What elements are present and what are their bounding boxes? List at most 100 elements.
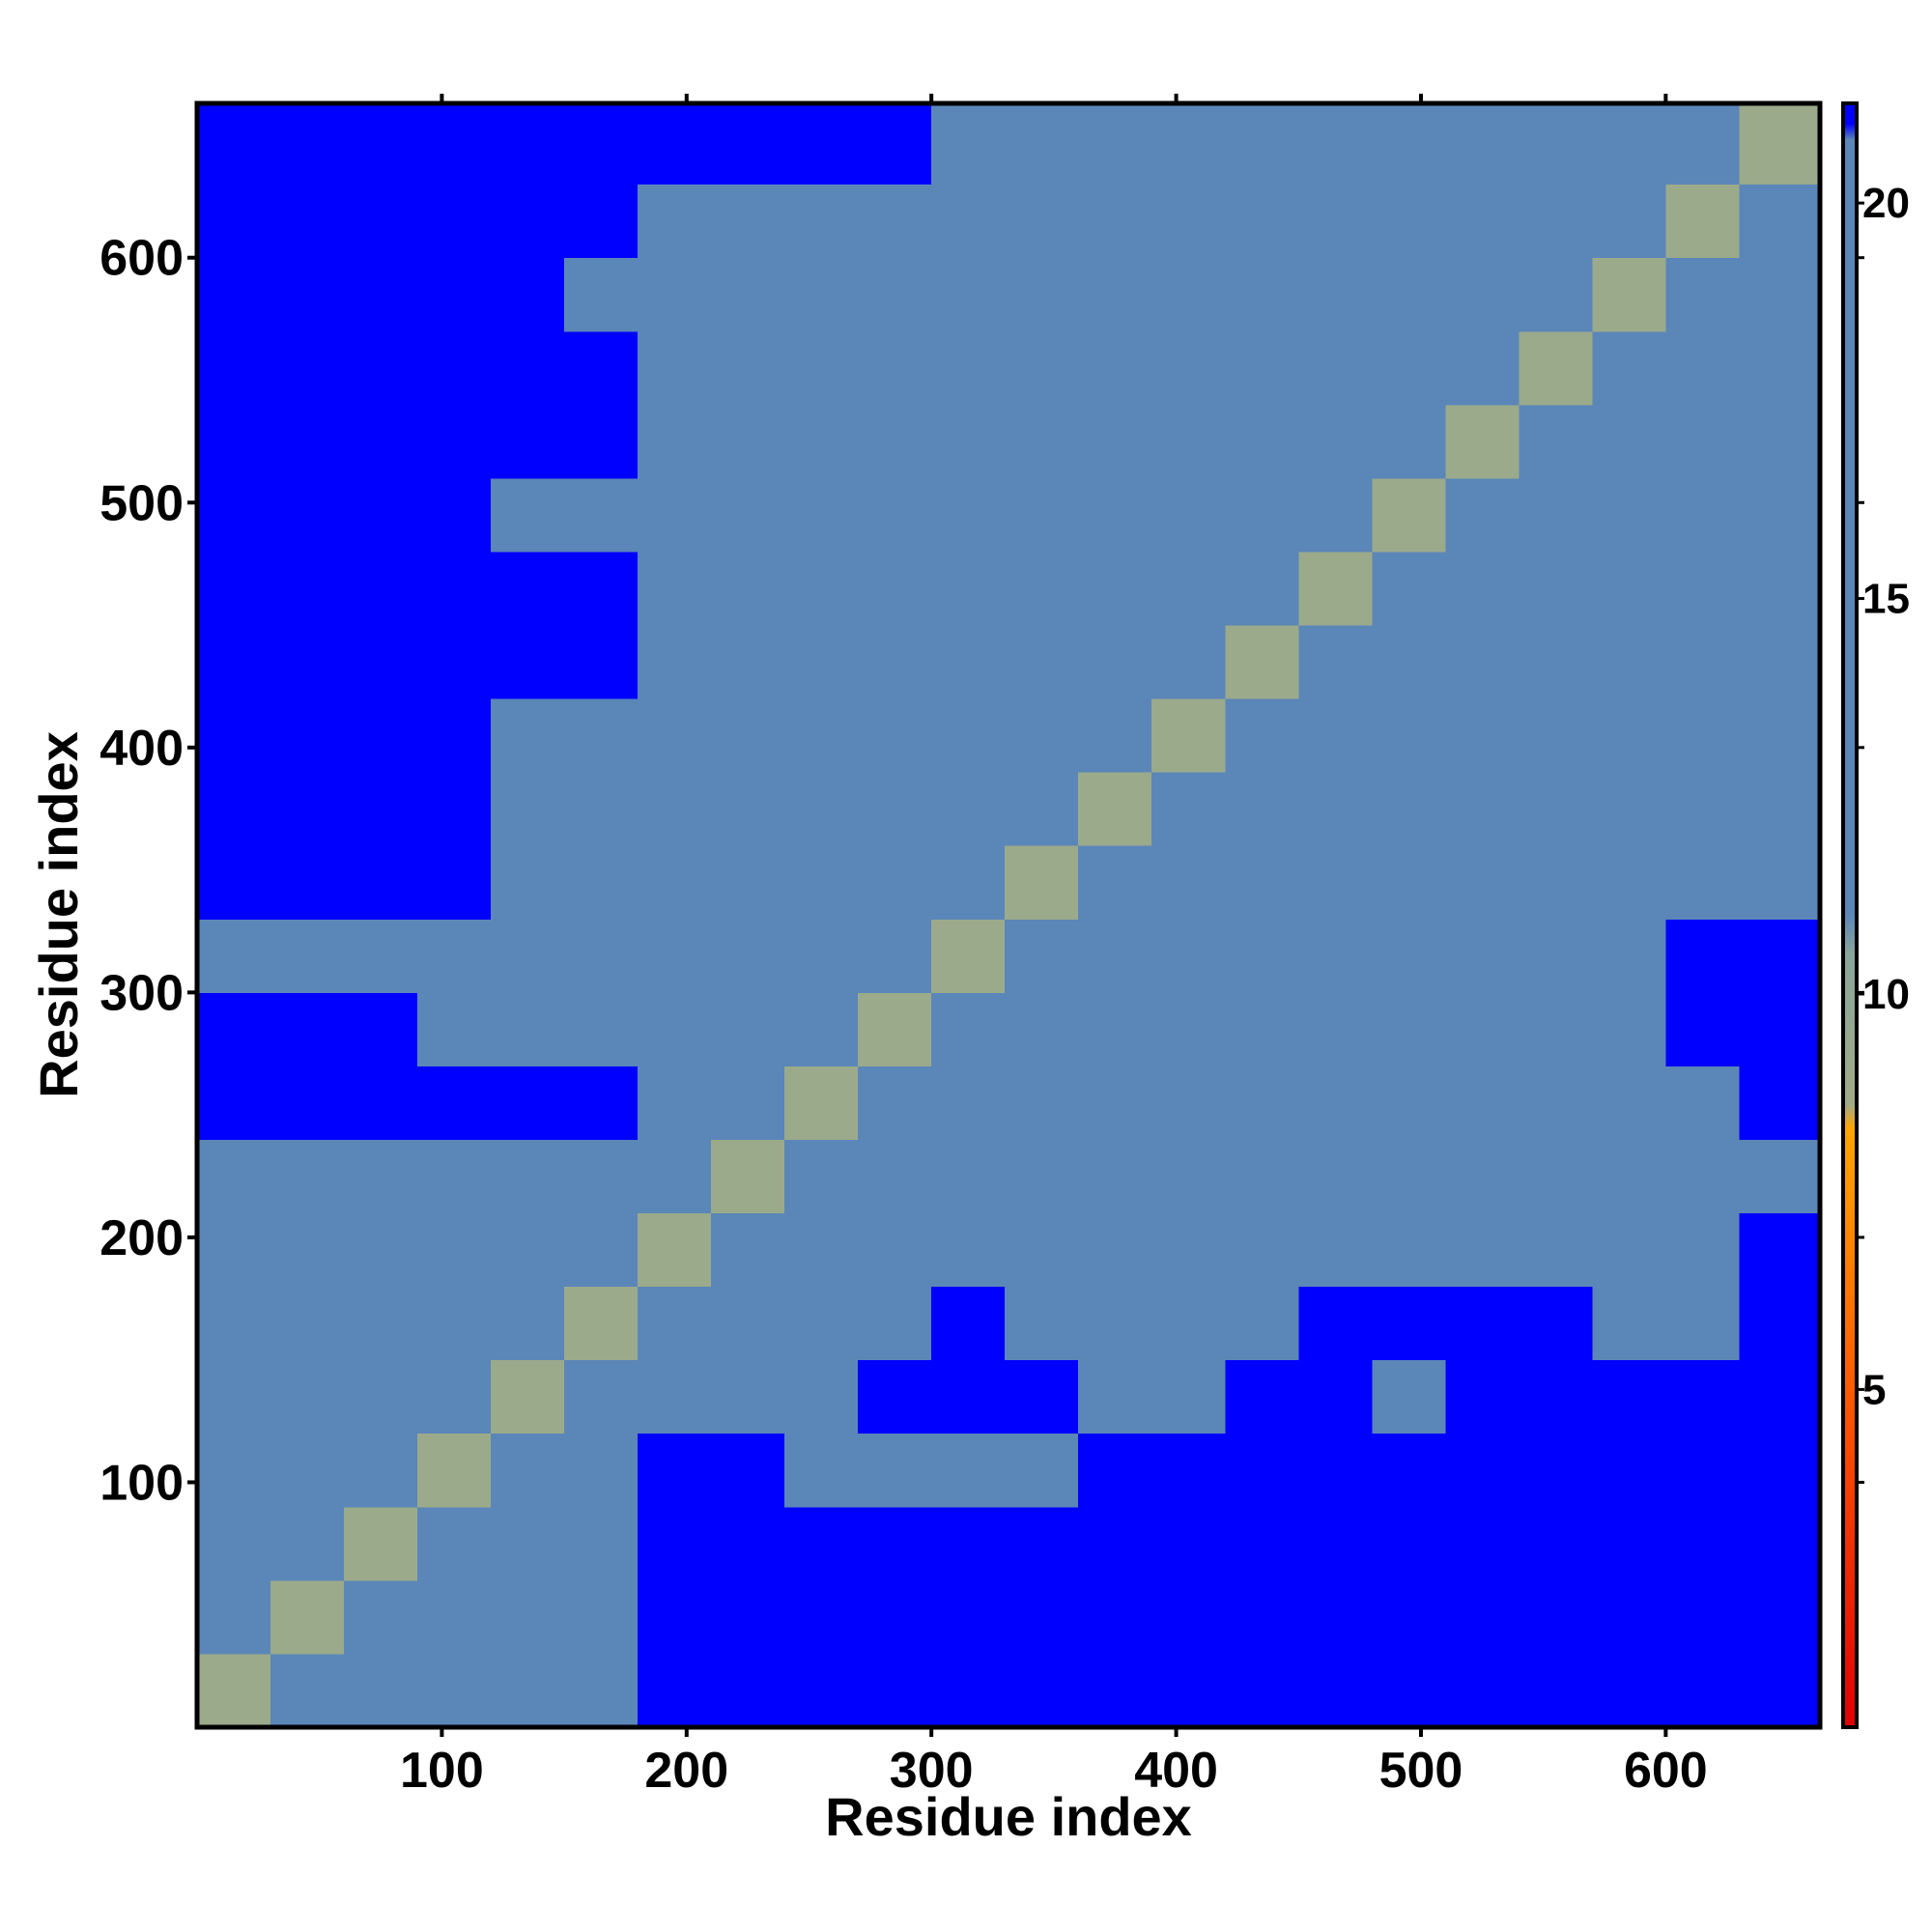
heatmap-cell bbox=[1665, 1286, 1740, 1361]
heatmap-cell bbox=[1225, 330, 1299, 406]
heatmap-cell bbox=[1665, 1433, 1740, 1508]
heatmap-cell bbox=[1151, 551, 1226, 626]
heatmap-cell bbox=[1665, 625, 1740, 699]
heatmap-cell bbox=[1078, 1579, 1152, 1655]
heatmap-cell bbox=[638, 919, 712, 993]
heatmap-cell bbox=[1372, 1653, 1446, 1728]
heatmap-cell bbox=[711, 404, 785, 479]
heatmap-cell bbox=[1225, 1286, 1299, 1361]
heatmap-cell bbox=[711, 1653, 785, 1728]
heatmap-cell bbox=[784, 1212, 859, 1288]
heatmap-cell bbox=[931, 992, 1006, 1066]
heatmap-cell bbox=[1005, 1433, 1079, 1508]
heatmap-cell bbox=[1739, 404, 1821, 479]
heatmap-cell bbox=[270, 103, 345, 185]
heatmap-cell bbox=[1665, 404, 1740, 479]
heatmap-cell bbox=[1298, 845, 1373, 920]
heatmap-cell bbox=[564, 1286, 639, 1361]
heatmap-cell bbox=[1445, 1653, 1520, 1728]
heatmap-cell bbox=[1445, 992, 1520, 1066]
heatmap-cell bbox=[638, 772, 712, 846]
heatmap-cell bbox=[1445, 1359, 1520, 1435]
heatmap-cell bbox=[1372, 1433, 1446, 1508]
heatmap-cell bbox=[711, 1139, 785, 1214]
heatmap-cell bbox=[638, 1139, 712, 1214]
heatmap-cell bbox=[1445, 919, 1520, 993]
heatmap-cell bbox=[491, 625, 565, 699]
heatmap-cell bbox=[931, 1286, 1006, 1361]
heatmap-cell bbox=[197, 1065, 271, 1140]
heatmap-cell bbox=[1078, 404, 1152, 479]
heatmap-cell bbox=[1739, 1139, 1821, 1214]
heatmap-cell bbox=[197, 772, 271, 846]
heatmap-cell bbox=[270, 1579, 345, 1655]
heatmap-cell bbox=[1225, 772, 1299, 846]
heatmap-cell bbox=[1519, 772, 1593, 846]
heatmap-cell bbox=[491, 698, 565, 773]
heatmap-cell bbox=[417, 330, 492, 406]
heatmap-cell bbox=[1225, 625, 1299, 699]
heatmap-cell bbox=[1372, 184, 1446, 259]
heatmap-cell bbox=[344, 1579, 418, 1655]
heatmap-cell bbox=[1592, 330, 1666, 406]
heatmap-cell bbox=[1078, 919, 1152, 993]
heatmap-cell bbox=[1298, 1139, 1373, 1214]
heatmap-cell bbox=[1665, 1653, 1740, 1728]
heatmap-cell bbox=[931, 477, 1006, 553]
heatmap-cell bbox=[491, 772, 565, 846]
heatmap-cell bbox=[1298, 1359, 1373, 1435]
heatmap-cell bbox=[858, 845, 932, 920]
heatmap-cell bbox=[1151, 1065, 1226, 1140]
colorbar-tick-label: 15 bbox=[1862, 576, 1910, 623]
heatmap-cell bbox=[1005, 1506, 1079, 1581]
heatmap-cell bbox=[344, 1065, 418, 1140]
heatmap-cell bbox=[1151, 919, 1226, 993]
heatmap-cell bbox=[1151, 625, 1226, 699]
heatmap-cell bbox=[197, 103, 271, 185]
heatmap-cell bbox=[270, 772, 345, 846]
heatmap-cell bbox=[270, 1359, 345, 1435]
heatmap-cell bbox=[1298, 1579, 1373, 1655]
heatmap-cell bbox=[564, 1139, 639, 1214]
heatmap-cell bbox=[784, 1653, 859, 1728]
heatmap-cell bbox=[1298, 992, 1373, 1066]
heatmap-cell bbox=[638, 698, 712, 773]
x-axis-title: Residue index bbox=[825, 1786, 1192, 1847]
heatmap-cell bbox=[1445, 551, 1520, 626]
heatmap-cell bbox=[417, 1359, 492, 1435]
heatmap-cell bbox=[1519, 1433, 1593, 1508]
heatmap-cell bbox=[197, 257, 271, 332]
heatmap-cell bbox=[1005, 992, 1079, 1066]
heatmap-cell bbox=[858, 330, 932, 406]
heatmap-cell bbox=[931, 1579, 1006, 1655]
heatmap-cell bbox=[1225, 1212, 1299, 1288]
heatmap-cell bbox=[1005, 919, 1079, 993]
y-tick-label: 200 bbox=[99, 1210, 184, 1266]
heatmap-cell bbox=[270, 1506, 345, 1581]
heatmap-cell bbox=[1005, 551, 1079, 626]
heatmap-cell bbox=[858, 1286, 932, 1361]
heatmap-cell bbox=[417, 1579, 492, 1655]
heatmap-cell bbox=[784, 1359, 859, 1435]
heatmap-cell bbox=[784, 1579, 859, 1655]
heatmap-cell bbox=[564, 477, 639, 553]
heatmap-cell bbox=[1592, 1359, 1666, 1435]
heatmap-cell bbox=[1372, 1139, 1446, 1214]
heatmap-cell bbox=[1151, 1359, 1226, 1435]
heatmap-cell bbox=[491, 845, 565, 920]
heatmap-cell bbox=[270, 1433, 345, 1508]
heatmap-cell bbox=[1665, 103, 1740, 185]
heatmap-cell bbox=[1519, 330, 1593, 406]
heatmap-cell bbox=[491, 103, 565, 185]
heatmap-cell bbox=[417, 625, 492, 699]
heatmap-cell bbox=[197, 1286, 271, 1361]
heatmap-cell bbox=[1519, 404, 1593, 479]
heatmap-cell bbox=[1592, 698, 1666, 773]
heatmap-cell bbox=[1372, 404, 1446, 479]
heatmap-cell bbox=[711, 103, 785, 185]
heatmap-cell bbox=[270, 477, 345, 553]
heatmap-cell bbox=[1519, 1653, 1593, 1728]
heatmap-cell bbox=[1445, 1433, 1520, 1508]
heatmap-cell bbox=[1078, 103, 1152, 185]
heatmap-cell bbox=[1592, 184, 1666, 259]
